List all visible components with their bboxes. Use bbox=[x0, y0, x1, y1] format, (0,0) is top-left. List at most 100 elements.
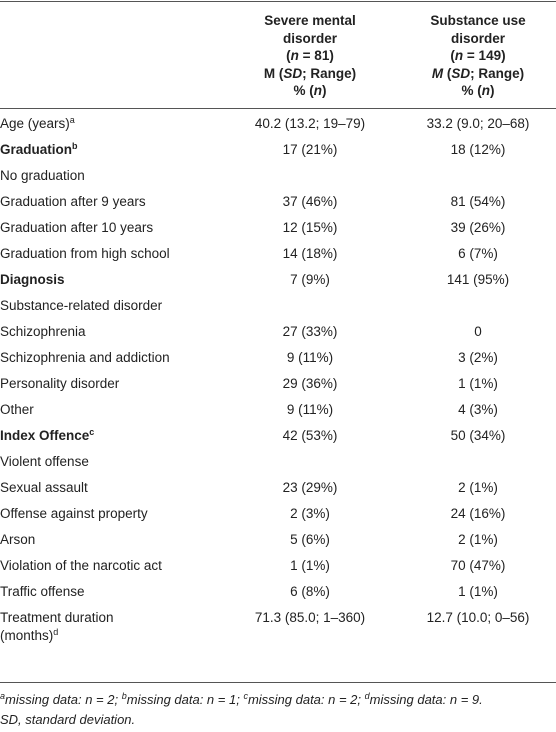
table-cell: 5 (6%) bbox=[290, 532, 330, 547]
text-segment: ) bbox=[490, 83, 495, 98]
table-cell: 3 (2%) bbox=[458, 350, 498, 365]
row-label: Violent offense bbox=[0, 453, 89, 471]
text-segment: % ( bbox=[461, 83, 482, 98]
text-segment: c bbox=[243, 691, 248, 701]
text-segment: (months) bbox=[0, 627, 54, 643]
text-segment: missing data: n = 1; bbox=[126, 692, 244, 707]
text-segment: disorder bbox=[282, 30, 337, 46]
table-cell: 6 (8%) bbox=[290, 584, 330, 599]
text-segment: Substance-related disorder bbox=[0, 298, 163, 313]
text-segment: M bbox=[431, 65, 444, 81]
text-segment: Severe mental bbox=[264, 13, 356, 28]
text-line: % (n) bbox=[400, 82, 556, 100]
text-segment: Sexual assault bbox=[0, 480, 88, 495]
table-cell: 1 (1%) bbox=[290, 558, 330, 573]
table-cell: 29 (36%) bbox=[282, 376, 338, 391]
table-cell: 12.7 (10.0; 0–56) bbox=[426, 610, 530, 625]
row-label: Sexual assault bbox=[0, 479, 88, 497]
text-segment: n bbox=[290, 48, 299, 63]
text-segment: missing data: n = 2; bbox=[5, 692, 122, 707]
text-segment: Personality disorder bbox=[0, 376, 120, 391]
row-label: Age (years)a bbox=[0, 115, 75, 133]
text-segment: d bbox=[53, 626, 59, 637]
text-segment: Treatment duration bbox=[0, 610, 114, 625]
table-cell: 2 (3%) bbox=[290, 506, 330, 521]
text-segment: b bbox=[121, 691, 127, 701]
table-cell: 37 (46%) bbox=[282, 194, 338, 209]
table-cell: 50 (34%) bbox=[450, 428, 506, 443]
text-segment: Offense against property bbox=[0, 506, 148, 521]
table-cell: 0 bbox=[474, 324, 482, 339]
text-line: Age (years)a bbox=[0, 115, 75, 133]
text-segment: Graduation after 9 years bbox=[0, 194, 146, 209]
text-segment: disorder bbox=[450, 30, 505, 46]
text-segment: ; Range) bbox=[470, 65, 525, 81]
text-segment: Schizophrenia bbox=[0, 324, 86, 339]
text-line: Other bbox=[0, 401, 34, 419]
row-label: Graduation from high school bbox=[0, 245, 170, 263]
text-segment: = 81) bbox=[298, 48, 334, 63]
row-label: Offense against property bbox=[0, 505, 148, 523]
text-line: Offense against property bbox=[0, 505, 148, 523]
table-cell: 14 (18%) bbox=[282, 246, 338, 261]
table-cell: 71.3 (85.0; 1–360) bbox=[254, 610, 366, 625]
table-cell: 2 (1%) bbox=[458, 480, 498, 495]
table-cell: 18 (12%) bbox=[450, 142, 506, 157]
text-segment: Graduation from high school bbox=[0, 246, 170, 261]
row-label: Other bbox=[0, 401, 34, 419]
table-cell: 7 (9%) bbox=[290, 272, 330, 287]
table-cell: 2 (1%) bbox=[458, 532, 498, 547]
text-segment: Violent offense bbox=[0, 454, 89, 469]
text-line: Traffic offense bbox=[0, 583, 85, 601]
row-label: No graduation bbox=[0, 167, 85, 185]
row-label: Schizophrenia and addiction bbox=[0, 349, 170, 367]
column-header: Substance use disorder (n = 149) M (SD; Ran… bbox=[400, 12, 556, 100]
column-header: Severe mental disorder (n = 81) M (SD; Rang… bbox=[220, 12, 400, 100]
text-segment: Other bbox=[0, 402, 34, 417]
text-line: Treatment duration bbox=[0, 609, 114, 627]
text-segment: ) bbox=[322, 83, 327, 98]
text-line: % (n) bbox=[220, 82, 400, 100]
table-cell: 33.2 (9.0; 20–68) bbox=[426, 116, 530, 131]
text-line: disorder bbox=[220, 30, 400, 48]
table-cell: 9 (11%) bbox=[286, 350, 334, 365]
text-line: Substance-related disorder bbox=[0, 297, 162, 315]
text-line: SD, standard deviation. bbox=[0, 710, 556, 730]
text-segment: n bbox=[313, 83, 322, 98]
text-line: Sexual assault bbox=[0, 479, 88, 497]
text-line: (n = 81) bbox=[220, 47, 400, 65]
text-line: Schizophrenia and addiction bbox=[0, 349, 170, 367]
text-line: Schizophrenia bbox=[0, 323, 86, 341]
row-label: Graduation after 9 years bbox=[0, 193, 146, 211]
table-cell: 39 (26%) bbox=[450, 220, 506, 235]
text-segment: Violation of the narcotic act bbox=[0, 558, 162, 573]
text-line: Arson bbox=[0, 531, 35, 549]
text-line: M (SD; Range) bbox=[400, 65, 556, 83]
text-segment: = 149) bbox=[463, 48, 506, 63]
table-cell: 17 (21%) bbox=[282, 142, 338, 157]
row-label: Violation of the narcotic act bbox=[0, 557, 162, 575]
text-segment: ( bbox=[443, 65, 452, 81]
text-segment: b bbox=[72, 141, 78, 151]
text-segment: missing data: n = 9. bbox=[369, 692, 483, 707]
text-segment: Arson bbox=[0, 532, 36, 547]
text-segment: ( bbox=[286, 48, 291, 63]
text-line: Graduation from high school bbox=[0, 245, 170, 263]
text-line: (n = 149) bbox=[400, 47, 556, 65]
row-label: Traffic offense bbox=[0, 583, 85, 601]
top-rule bbox=[0, 1, 556, 2]
row-label: Arson bbox=[0, 531, 35, 549]
text-line: amissing data: n = 2; bmissing data: n =… bbox=[0, 690, 556, 710]
text-segment: Graduation bbox=[0, 142, 73, 157]
table-cell: 1 (1%) bbox=[458, 584, 498, 599]
text-segment: n bbox=[481, 83, 490, 98]
header-rule bbox=[0, 108, 556, 109]
text-segment: SD, standard deviation. bbox=[0, 712, 136, 727]
text-segment: a bbox=[69, 115, 75, 125]
table-cell: 24 (16%) bbox=[450, 506, 506, 521]
text-segment: missing data: n = 2; bbox=[247, 692, 365, 707]
bottom-rule bbox=[0, 682, 556, 683]
table-cell: 23 (29%) bbox=[282, 480, 338, 495]
text-line: No graduation bbox=[0, 167, 85, 185]
